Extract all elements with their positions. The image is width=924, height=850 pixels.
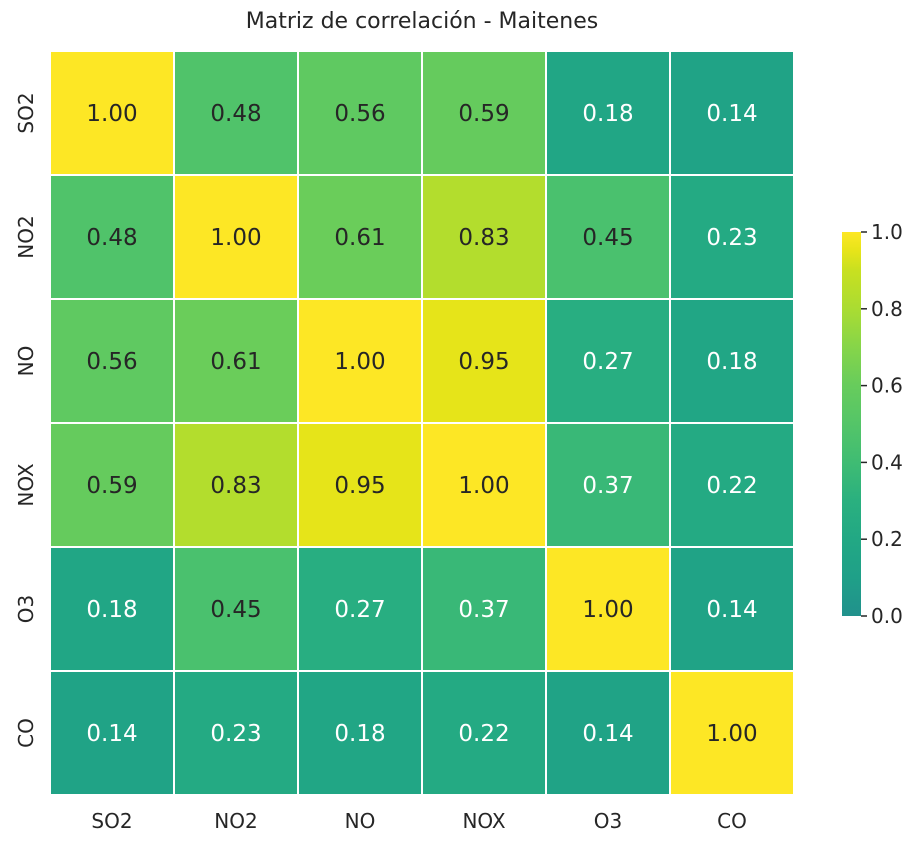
y-tick-label: CO xyxy=(14,718,38,748)
heatmap-cell-SO2-SO2 xyxy=(49,50,175,176)
heatmap-cell-O3-NO xyxy=(297,546,423,672)
heatmap-cell-NOX-CO xyxy=(669,422,795,548)
cell-value-label: 0.61 xyxy=(210,349,261,375)
cell-value-label: 1.00 xyxy=(706,721,757,747)
heatmap-cell-NO2-NO2 xyxy=(173,174,299,300)
cell-value-label: 0.37 xyxy=(458,597,509,623)
heatmap-cell-NO2-NOX xyxy=(421,174,547,300)
heatmap-cell-SO2-NO xyxy=(297,50,423,176)
cell-value-label: 0.14 xyxy=(706,597,757,623)
heatmap-cell-NOX-NO xyxy=(297,422,423,548)
colorbar: 0.0 0.2 0.4 0.6 0.8 1.0 xyxy=(842,220,903,628)
cell-value-label: 0.56 xyxy=(334,101,385,127)
cell-value-label: 0.83 xyxy=(458,225,509,251)
heatmap-cell-CO-SO2 xyxy=(49,670,175,796)
heatmap-cell-NO-CO xyxy=(669,298,795,424)
cell-value-label: 0.95 xyxy=(334,473,385,499)
colorbar-tick-label: 0.6 xyxy=(871,374,903,398)
heatmap-cell-NO2-CO xyxy=(669,174,795,300)
heatmap-cell-O3-CO xyxy=(669,546,795,672)
heatmap-cell-O3-SO2 xyxy=(49,546,175,672)
heatmap-cell-NO-NO2 xyxy=(173,298,299,424)
x-tick-label: CO xyxy=(717,809,747,833)
cell-value-label: 0.14 xyxy=(582,721,633,747)
y-axis-ticks: SO2 NO2 NO NOX O3 CO xyxy=(14,92,38,747)
x-tick-label: NOX xyxy=(462,809,505,833)
cell-value-label: 0.23 xyxy=(706,225,757,251)
x-tick-label: O3 xyxy=(594,809,622,833)
heatmap-cell-NO-NOX xyxy=(421,298,547,424)
heatmap-cell-NOX-O3 xyxy=(545,422,671,548)
cell-value-label: 1.00 xyxy=(582,597,633,623)
heatmap-annotations: 1.00 0.48 0.56 0.59 0.18 0.14 0.48 1.00 0.61 0.83… xyxy=(86,101,757,747)
cell-value-label: 0.22 xyxy=(706,473,757,499)
colorbar-tick-label: 0.8 xyxy=(871,297,903,321)
y-tick-label: SO2 xyxy=(14,92,38,133)
heatmap-cells xyxy=(49,50,795,796)
cell-value-label: 0.18 xyxy=(582,101,633,127)
heatmap-cell-O3-O3 xyxy=(545,546,671,672)
y-tick-label: O3 xyxy=(14,595,38,623)
y-tick-label: NOX xyxy=(14,463,38,506)
cell-value-label: 0.27 xyxy=(582,349,633,375)
cell-value-label: 0.18 xyxy=(86,597,137,623)
heatmap-cell-O3-NOX xyxy=(421,546,547,672)
x-tick-label: NO2 xyxy=(214,809,257,833)
heatmap-cell-NO-O3 xyxy=(545,298,671,424)
cell-value-label: 0.95 xyxy=(458,349,509,375)
colorbar-tick-label: 0.0 xyxy=(871,604,903,628)
cell-value-label: 0.45 xyxy=(210,597,261,623)
cell-value-label: 0.27 xyxy=(334,597,385,623)
cell-value-label: 0.83 xyxy=(210,473,261,499)
cell-value-label: 0.59 xyxy=(458,101,509,127)
cell-value-label: 0.45 xyxy=(582,225,633,251)
cell-value-label: 0.61 xyxy=(334,225,385,251)
heatmap-cell-NOX-NOX xyxy=(421,422,547,548)
heatmap-cell-SO2-NO2 xyxy=(173,50,299,176)
colorbar-tick-label: 1.0 xyxy=(871,220,903,244)
cell-value-label: 0.18 xyxy=(334,721,385,747)
cell-value-label: 0.37 xyxy=(582,473,633,499)
heatmap-cell-CO-CO xyxy=(669,670,795,796)
colorbar-gradient xyxy=(842,232,861,616)
cell-value-label: 1.00 xyxy=(458,473,509,499)
heatmap-cell-NOX-SO2 xyxy=(49,422,175,548)
cell-value-label: 0.48 xyxy=(86,225,137,251)
x-tick-label: NO xyxy=(345,809,376,833)
heatmap-cell-SO2-CO xyxy=(669,50,795,176)
cell-value-label: 0.22 xyxy=(458,721,509,747)
cell-value-label: 1.00 xyxy=(210,225,261,251)
cell-value-label: 0.14 xyxy=(706,101,757,127)
cell-value-label: 0.56 xyxy=(86,349,137,375)
y-tick-label: NO xyxy=(14,346,38,377)
heatmap-cell-CO-O3 xyxy=(545,670,671,796)
cell-value-label: 0.23 xyxy=(210,721,261,747)
cell-value-label: 1.00 xyxy=(86,101,137,127)
cell-value-label: 0.48 xyxy=(210,101,261,127)
x-tick-label: SO2 xyxy=(91,809,132,833)
y-tick-label: NO2 xyxy=(14,215,38,258)
cell-value-label: 0.59 xyxy=(86,473,137,499)
colorbar-tick-label: 0.2 xyxy=(871,527,903,551)
cell-value-label: 0.14 xyxy=(86,721,137,747)
chart-title: Matriz de correlación - Maitenes xyxy=(246,9,598,34)
colorbar-tick-label: 0.4 xyxy=(871,450,903,474)
cell-value-label: 1.00 xyxy=(334,349,385,375)
heatmap-cell-CO-NOX xyxy=(421,670,547,796)
x-axis-ticks: SO2 NO2 NO NOX O3 CO xyxy=(91,809,746,833)
heatmap-cell-NOX-NO2 xyxy=(173,422,299,548)
cell-value-label: 0.18 xyxy=(706,349,757,375)
